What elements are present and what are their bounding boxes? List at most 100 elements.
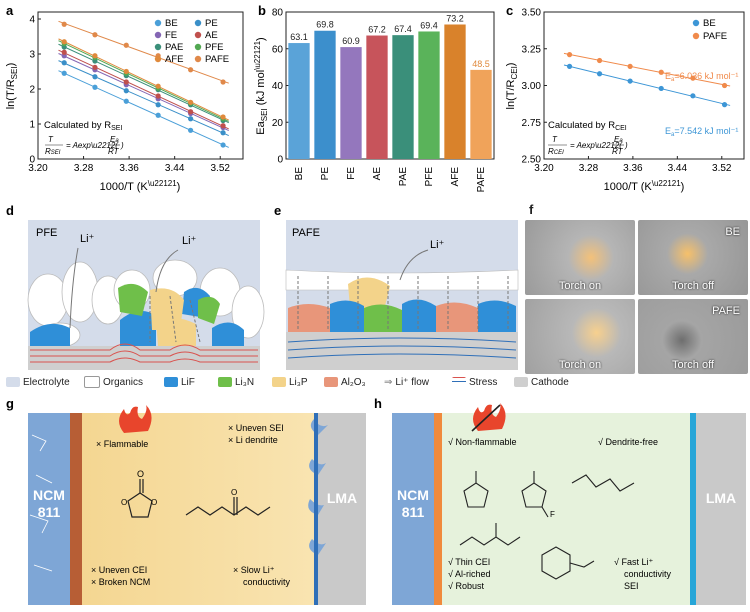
fit-line-pae <box>58 43 229 124</box>
fit-line-pafe <box>563 52 731 87</box>
legend-marker-be <box>692 19 700 27</box>
point-ae <box>61 49 67 55</box>
chart-b: b 0 20 40 60 80 BE PE FE AE PAE PFE AFE PAFE 63.1 69.… <box>253 3 495 193</box>
point-pafe <box>596 57 603 64</box>
flammable-g: × Flammable <box>96 439 148 449</box>
legend-label-pae: PAE <box>165 42 183 53</box>
y-tick-label: 3.00 <box>522 81 542 92</box>
o-label-g2: O <box>121 498 127 507</box>
bar-value-label: 60.9 <box>342 36 360 46</box>
photo-pafe-off: PAFE Torch off <box>638 299 748 374</box>
svg-text:Ea: Ea <box>110 135 119 144</box>
ncm-g <box>28 413 70 605</box>
fit-line-afe <box>58 38 229 121</box>
ncm-label-g2: 811 <box>38 504 61 520</box>
bar-pae <box>392 35 414 160</box>
point-afe <box>188 99 194 105</box>
ncm-label-h: NCM <box>397 487 429 503</box>
x-tick-label: 3.52 <box>210 163 230 174</box>
dendrite-h: √ Dendrite-free <box>598 437 658 447</box>
fast-h1: √ Fast Li⁺ <box>614 557 653 567</box>
x-tick-label: 3.28 <box>579 163 599 174</box>
legend-li3n: Li₃N <box>218 376 254 390</box>
axes-b: 0 20 40 60 80 BE PE FE AE PAE PFE AFE PAFE <box>272 8 487 193</box>
panel-label-a: a <box>6 3 14 18</box>
point-afe <box>61 39 67 45</box>
legend-li3p: Li₃P <box>272 376 308 390</box>
panel-label-f: f <box>529 202 534 217</box>
fit-line-be <box>58 70 229 148</box>
sei-h <box>690 413 696 605</box>
bar-value-label: 63.1 <box>290 32 308 42</box>
legend-lif: LiF <box>164 376 195 390</box>
x-tick-label: 3.44 <box>165 163 185 174</box>
legend-label-pfe: PFE <box>205 42 223 53</box>
legend-cathode: Cathode <box>514 376 569 390</box>
point-pafe <box>721 82 728 89</box>
lma-h <box>696 413 746 605</box>
cracks-g <box>29 434 53 572</box>
fit-line-be <box>563 64 731 106</box>
svg-text:T: T <box>48 135 54 144</box>
bar-pafe <box>470 69 492 159</box>
ncm-label-h2: 811 <box>402 504 425 520</box>
stress-lines-e <box>287 337 517 359</box>
cei-text-g2: × Broken NCM <box>91 577 150 587</box>
sei-text-g2: × Li dendrite <box>228 435 278 445</box>
svg-text:Ea: Ea <box>614 135 623 144</box>
ea-pafe-label: Ea=6.036 kJ mol⁻¹ <box>665 71 738 83</box>
svg-text:RSEI: RSEI <box>45 147 61 156</box>
legend-marker-pe <box>194 19 202 27</box>
bar-be <box>288 43 310 159</box>
marks-b: 63.1 69.8 60.9 67.2 67.4 69.4 73.2 48.5 <box>288 13 492 160</box>
x-tick-label: 3.20 <box>28 163 48 174</box>
point-pafe <box>627 63 633 69</box>
legend-li-flow: ⇒ Li⁺ flow <box>384 377 430 388</box>
cei-g <box>70 413 82 605</box>
bar-pe <box>314 30 336 160</box>
panel-label-g: g <box>6 396 14 411</box>
xlabel-c: 1000/T (K\u22121) <box>604 179 685 193</box>
panel-label-b: b <box>258 3 266 18</box>
svg-text:= Aexp\u2212(: = Aexp\u2212( <box>66 141 119 150</box>
y-tick-label: 3 <box>29 50 35 61</box>
point-be <box>123 98 129 104</box>
legend-stress: Stress <box>452 376 497 390</box>
organics-e <box>285 269 519 291</box>
point-afe <box>123 68 129 75</box>
x-tick-label: 3.36 <box>623 163 643 174</box>
category-label: PFE <box>424 167 435 187</box>
point-pafe <box>658 69 664 75</box>
x-tick-label: 3.44 <box>668 163 688 174</box>
li-ion-e: Li⁺ <box>430 239 445 251</box>
ec-molecule-g <box>127 479 153 518</box>
y-tick-label: 2 <box>29 85 35 96</box>
category-label: AFE <box>450 167 461 187</box>
li-ion-d1: Li⁺ <box>80 233 95 245</box>
point-pe <box>92 74 98 80</box>
panel-label-d: d <box>6 203 14 218</box>
y-tick-label: 20 <box>272 118 284 129</box>
fit-line-ae <box>58 49 229 130</box>
no-flame-icon-h <box>471 403 506 432</box>
caption-pafe-on: Torch on <box>558 359 602 371</box>
photo-pafe-on: Torch on <box>525 299 635 374</box>
category-label: AE <box>372 167 383 181</box>
sei-text-g1: × Uneven SEI <box>228 423 284 433</box>
axes-c: 3.20 3.28 3.36 3.44 3.52 2.50 2.75 3.00 3.25 3.50 <box>522 8 732 175</box>
tag-pafe: PAFE <box>712 305 740 317</box>
nonflam-h: √ Non-flammable <box>448 437 516 447</box>
slow-text-g1: × Slow Li⁺ <box>233 565 275 575</box>
panel-d: d PFE Li⁺ Li⁺ <box>6 203 265 370</box>
fit-line-pafe <box>58 20 229 84</box>
li-flow-e <box>297 276 509 330</box>
formula-a: T RSEI = Aexp\u2212( Ea RT ) <box>45 135 124 156</box>
ncm-label-g: NCM <box>33 487 65 503</box>
bar-value-label: 69.4 <box>420 20 438 30</box>
point-be <box>188 127 194 133</box>
point-be <box>61 70 67 76</box>
legend-marker-pafe <box>194 55 202 63</box>
point-be <box>721 102 728 108</box>
fit-line-pfe <box>58 40 229 122</box>
fit-line-fe <box>58 53 229 132</box>
